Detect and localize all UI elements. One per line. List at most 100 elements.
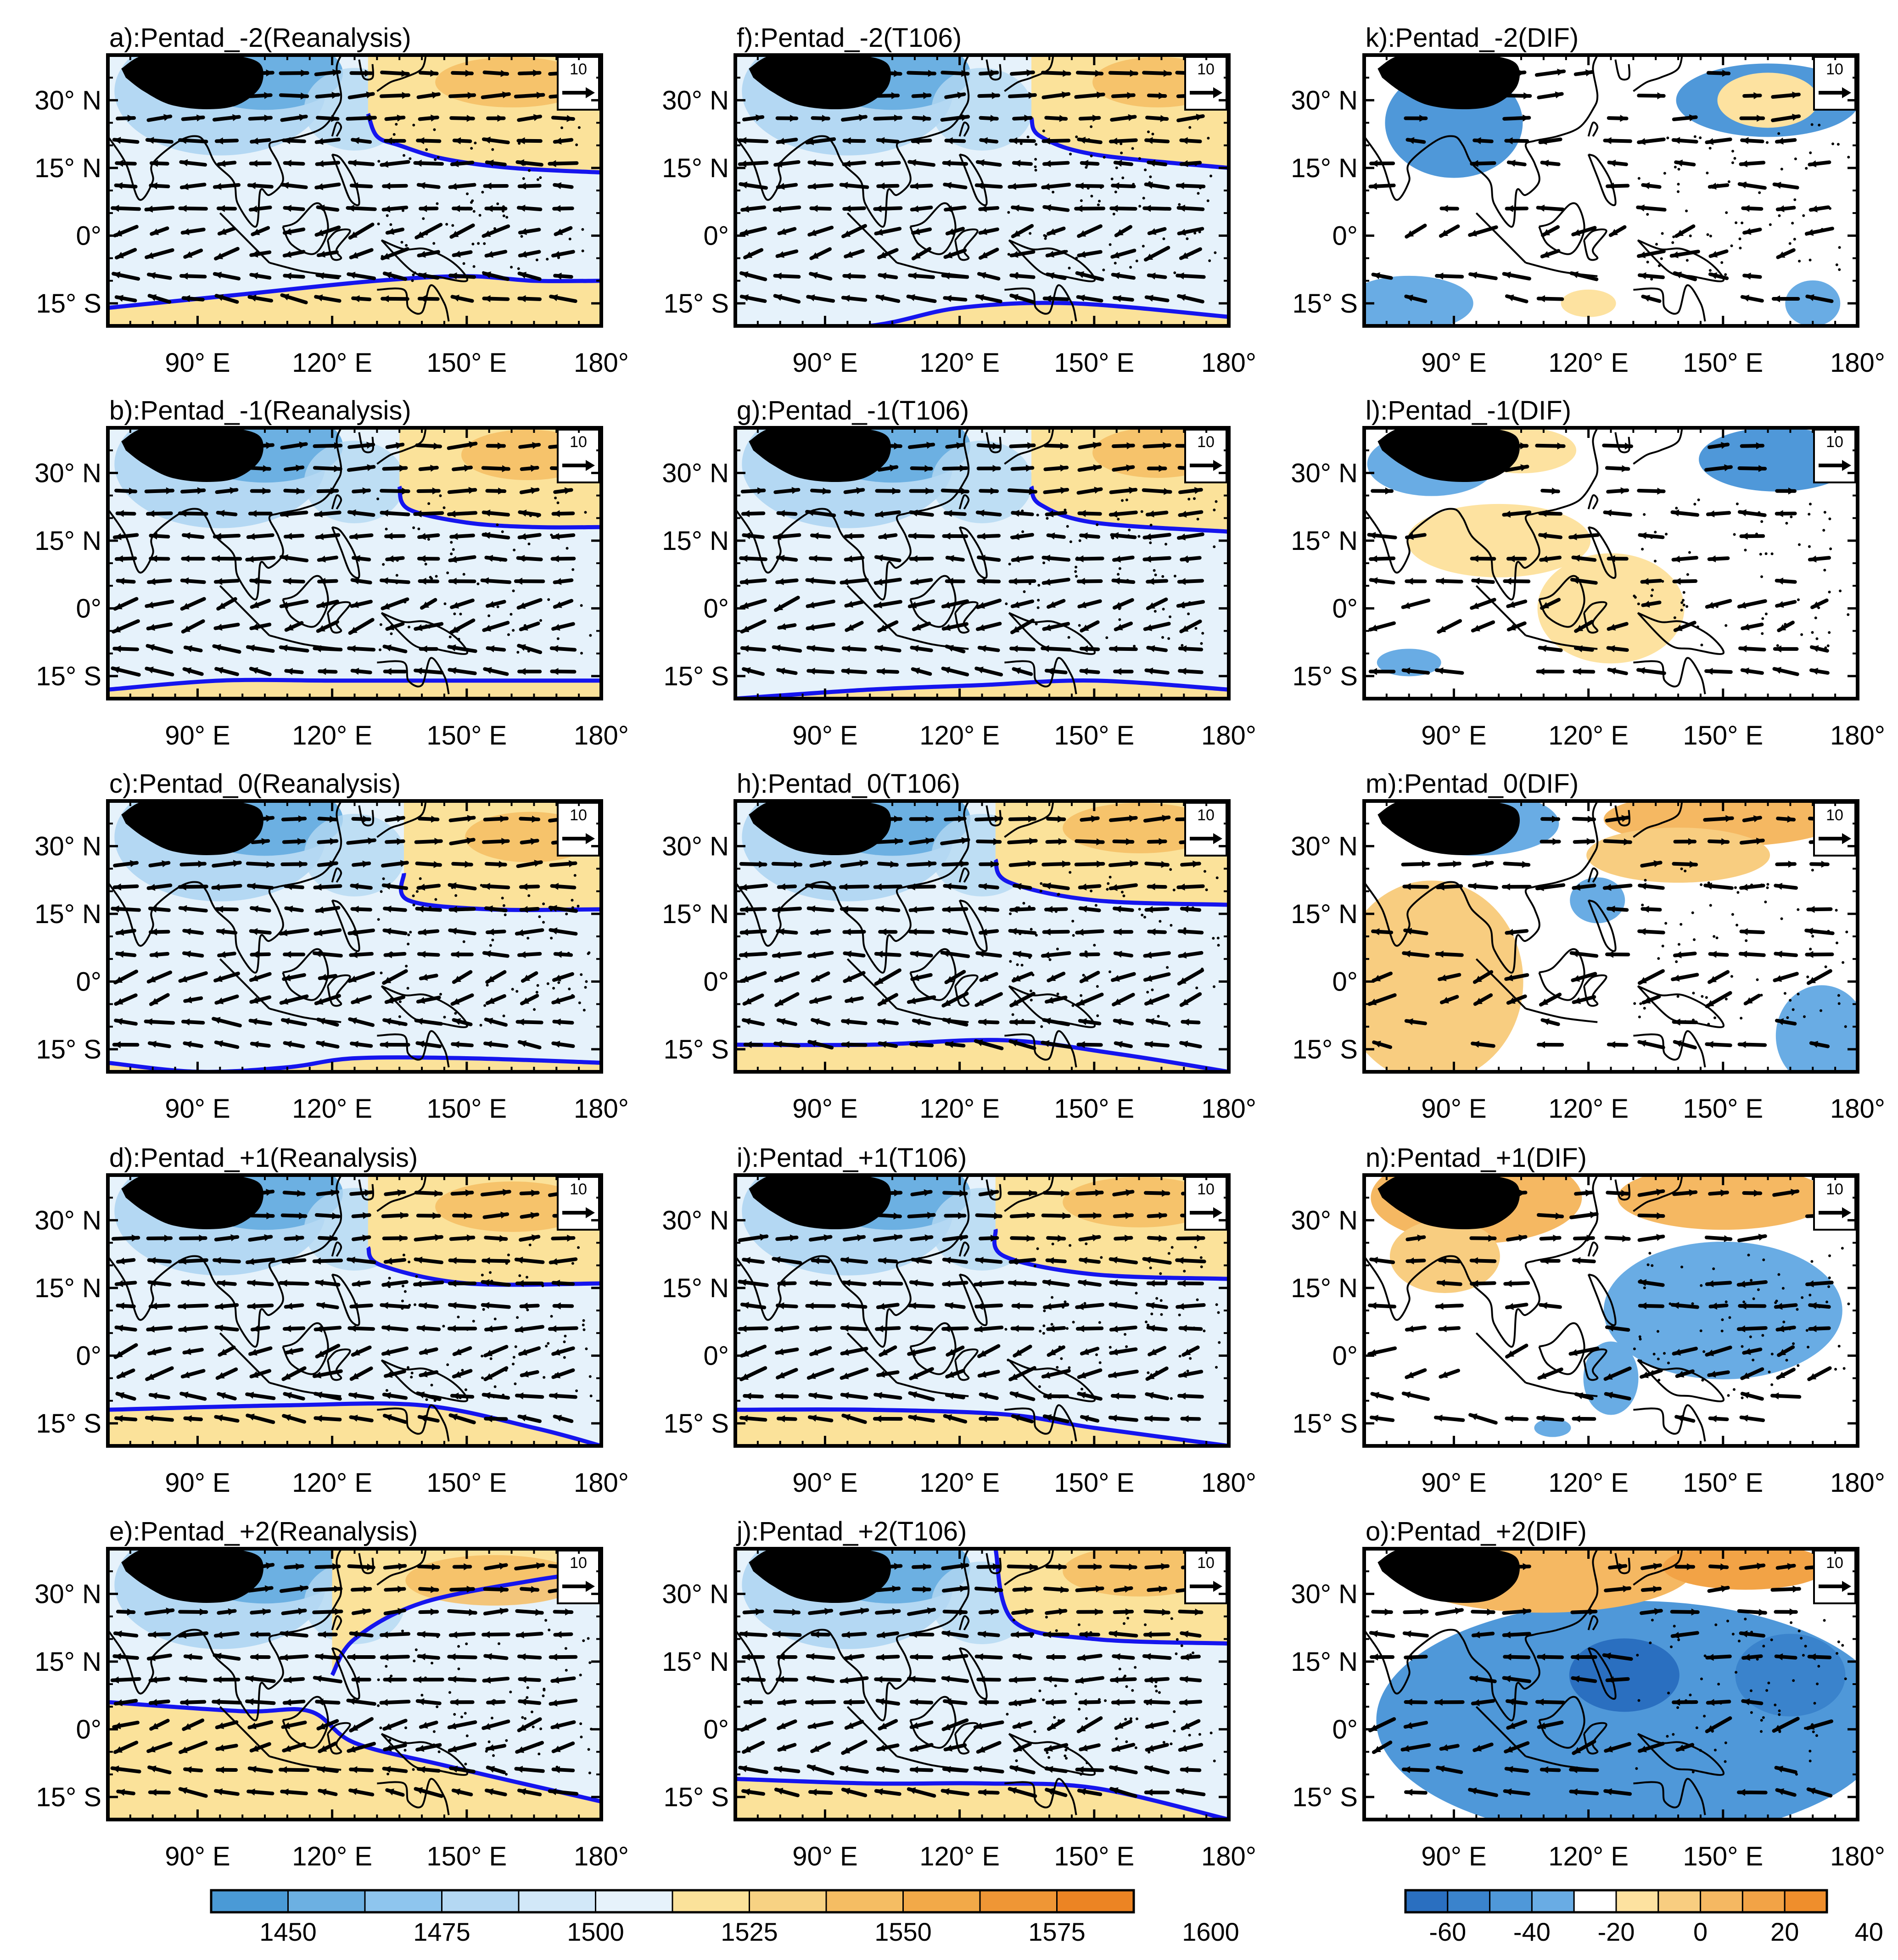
island-dot: [1125, 1345, 1128, 1348]
wind-vector-head: [856, 487, 863, 494]
island-dot: [1200, 1265, 1203, 1268]
wind-vector-head: [151, 160, 158, 167]
wind-vector-head: [521, 883, 528, 890]
wind-vector-head: [452, 160, 459, 168]
island-dot: [424, 563, 427, 566]
wind-vector-head: [555, 272, 562, 280]
wind-vector-head: [430, 1586, 437, 1593]
island-dot: [585, 1347, 588, 1350]
wind-vector-head: [811, 272, 818, 279]
wind-vector-head: [112, 1765, 119, 1773]
island-dot: [515, 990, 519, 993]
island-dot: [1671, 241, 1674, 244]
coastline: [282, 575, 329, 628]
high-height-region: [735, 1779, 1229, 1820]
wind-vector-head: [520, 510, 527, 517]
coastline: [958, 1273, 988, 1327]
wind-vector-head: [420, 1722, 428, 1729]
wind-vector-head: [843, 1041, 850, 1048]
wind-vector-head: [1114, 1018, 1122, 1025]
wind-vector-head: [115, 1630, 122, 1638]
island-dot: [535, 991, 538, 994]
wind-vector-head: [844, 1279, 851, 1287]
wind-vector-head: [334, 442, 341, 449]
wind-vector-head: [433, 861, 441, 868]
wind-vector-head: [146, 205, 153, 213]
wind-vector-head: [1097, 860, 1103, 868]
wind-vector-head: [228, 1608, 235, 1615]
island-dot: [1724, 273, 1727, 276]
island-dot: [1188, 126, 1192, 129]
wind-vector-head: [812, 1257, 820, 1265]
wind-vector-head: [927, 1607, 935, 1614]
wind-vector-head: [200, 1608, 207, 1616]
wind-vector-head: [515, 577, 522, 585]
wind-vector-head: [845, 975, 852, 982]
wind-vector-head: [533, 69, 540, 77]
wind-vector-head: [1161, 861, 1168, 868]
wind-vector-head: [285, 1676, 292, 1684]
wind-vector-head: [1146, 1415, 1153, 1422]
panel-title: h):Pentad_0(T106): [737, 769, 960, 799]
island-dot: [496, 605, 499, 608]
island-dot: [543, 1687, 546, 1691]
wind-vector-head: [149, 1349, 157, 1356]
wind-vector-head: [823, 860, 830, 868]
wind-vector-head: [909, 601, 917, 609]
wind-vector-head: [215, 623, 223, 631]
wind-vector-head: [1148, 1302, 1155, 1309]
wind-vector-head: [1126, 464, 1133, 472]
wind-vector-head: [1047, 1257, 1054, 1265]
wind-vector-head: [809, 183, 816, 190]
wind-vector-head: [218, 205, 225, 212]
wind-vector-head: [1146, 906, 1153, 913]
wind-vector-head: [549, 1788, 557, 1796]
wind-vector-head: [282, 1788, 289, 1796]
wind-vector-head: [1044, 160, 1051, 168]
wind-vector-head: [385, 668, 392, 675]
island-dot: [1153, 610, 1157, 613]
wind-vector-head: [980, 252, 988, 258]
island-dot: [1129, 266, 1132, 269]
island-dot: [545, 1344, 548, 1348]
plateau-mask: [121, 1549, 263, 1603]
wind-vector-head: [946, 1392, 954, 1400]
wind-vector-head: [314, 1257, 321, 1265]
wind-vector-head: [743, 1788, 750, 1796]
wind-vector-head: [1013, 230, 1020, 237]
wind-vector-head: [1113, 974, 1120, 982]
island-dot: [1161, 636, 1165, 639]
panel-title: g):Pentad_-1(T106): [737, 396, 969, 426]
wind-vector-head: [284, 251, 292, 258]
wind-vector-head: [554, 1415, 562, 1422]
wind-vector-head: [1011, 1019, 1018, 1026]
wind-vector-head: [347, 204, 354, 212]
wind-vector-head: [453, 951, 459, 958]
lat-tick-label: 30° N: [662, 831, 729, 861]
high-height-core: [1063, 1549, 1217, 1597]
island-dot: [1085, 166, 1088, 169]
wind-vector-head: [908, 1675, 916, 1683]
wind-vector-head: [1047, 1653, 1054, 1661]
wind-vector-head: [908, 294, 915, 301]
wind-vector-head: [151, 228, 159, 235]
wind-vector-head: [262, 1608, 269, 1615]
wind-vector-head: [384, 1723, 392, 1730]
wind-vector-head: [483, 532, 491, 539]
wind-vector-head: [449, 1653, 456, 1661]
wind-vector-head: [1025, 1608, 1032, 1615]
wind-vector-head: [1010, 1258, 1018, 1265]
wind-vector-head: [909, 1349, 916, 1356]
island-dot: [1215, 1303, 1218, 1306]
wind-vector-head: [894, 70, 901, 77]
wind-vector-head: [252, 1041, 259, 1048]
island-dot: [1137, 535, 1141, 538]
island-dot: [1029, 989, 1032, 992]
coastlines: [1364, 55, 1850, 322]
reference-vector-label: 10: [1197, 61, 1215, 78]
island-dot: [1646, 213, 1649, 216]
wind-vector-head: [739, 137, 747, 144]
wind-vector-head: [1093, 1563, 1100, 1570]
wind-vector-head: [1162, 1608, 1169, 1616]
wind-vector-head: [1146, 998, 1153, 1005]
